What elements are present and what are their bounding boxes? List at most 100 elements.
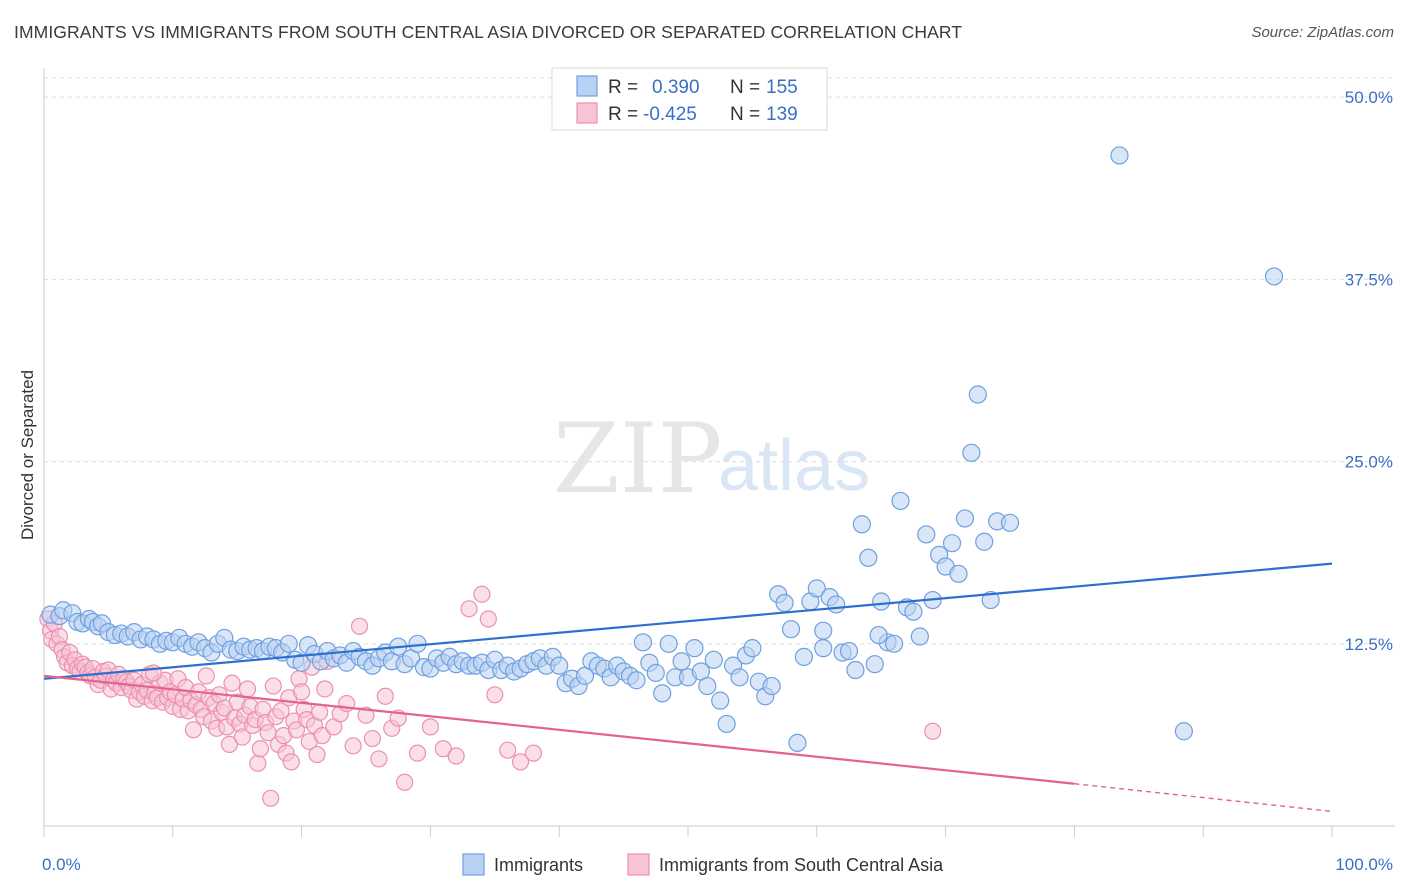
bottom-legend-swatch-pink xyxy=(627,853,650,876)
blue-point-101 xyxy=(685,639,704,658)
pink-point-133 xyxy=(144,664,163,682)
blue-point-137 xyxy=(917,525,936,544)
blue-point-129 xyxy=(865,655,884,674)
x-tick-label-1: 100.0% xyxy=(1335,855,1393,874)
pink-point-62 xyxy=(197,667,215,685)
pink-point-115 xyxy=(357,706,375,724)
pink-point-76 xyxy=(233,728,251,746)
legend-n-label-1: N = xyxy=(730,77,760,98)
pink-point-113 xyxy=(344,737,362,755)
bottom-legend-swatch-blue xyxy=(462,853,485,876)
blue-point-103 xyxy=(698,676,717,696)
pink-point-124 xyxy=(434,740,452,758)
blue-point-130 xyxy=(872,592,891,611)
trend-lines xyxy=(43,562,1333,813)
blue-point-116 xyxy=(781,620,801,639)
pink-point-91 xyxy=(272,702,290,720)
blue-point-123 xyxy=(827,595,846,614)
watermark-zip: ZIP xyxy=(553,403,722,515)
pink-point-87 xyxy=(262,789,280,807)
blue-point-104 xyxy=(704,650,723,669)
blue-point-133 xyxy=(891,491,910,511)
blue-point-152 xyxy=(1264,267,1284,286)
bottom-legend-label-south-central-asia: Immigrants from South Central Asia xyxy=(659,855,944,875)
legend-r-label-2: R = xyxy=(608,104,638,125)
pink-point-122 xyxy=(408,744,427,762)
pink-point-78 xyxy=(238,680,257,698)
legend-n-value-1: 155 xyxy=(766,77,798,98)
pink-point-88 xyxy=(264,677,282,695)
blue-point-150 xyxy=(1110,146,1129,165)
blue-point-108 xyxy=(730,668,749,687)
source-label: Source: ZipAtlas.com xyxy=(1251,24,1394,41)
blue-point-40 xyxy=(292,653,311,672)
y-tick-labels: 12.5% 25.0% 37.5% 50.0% xyxy=(1345,88,1393,654)
pink-point-71 xyxy=(220,735,239,753)
blue-point-113 xyxy=(762,676,781,696)
pink-point-105 xyxy=(308,745,326,764)
blue-point-144 xyxy=(962,443,981,462)
pink-point-123 xyxy=(421,718,439,736)
blue-point-99 xyxy=(672,652,691,671)
blue-point-93 xyxy=(633,633,653,652)
trend-line-immigrants xyxy=(43,562,1333,680)
blue-point-117 xyxy=(788,733,807,753)
legend-n-label-2: N = xyxy=(730,104,760,125)
legend-r-label-1: R = xyxy=(608,77,638,98)
pink-point-106 xyxy=(311,703,329,721)
pink-point-118 xyxy=(376,687,394,705)
pink-point-129 xyxy=(486,686,504,704)
blue-point-153 xyxy=(814,621,833,640)
blue-point-146 xyxy=(975,532,994,551)
blue-point-105 xyxy=(711,691,730,710)
bottom-legend-label-immigrants: Immigrants xyxy=(494,855,583,875)
blue-point-118 xyxy=(794,647,814,667)
legend-r-value-1: 0.390 xyxy=(652,77,700,98)
series-pink-points xyxy=(39,585,942,807)
pink-point-72 xyxy=(223,674,241,692)
pink-point-95 xyxy=(282,753,300,771)
blue-point-97 xyxy=(659,634,678,653)
blue-point-115 xyxy=(775,593,794,613)
blue-point-142 xyxy=(949,564,968,583)
chart-title: IMMIGRANTS VS IMMIGRANTS FROM SOUTH CENT… xyxy=(14,22,963,42)
grid-lines xyxy=(44,77,1395,645)
trend-line-south-central-asia-extension xyxy=(1074,783,1333,813)
blue-point-127 xyxy=(852,515,871,534)
top-legend-box xyxy=(551,67,828,131)
pink-point-134 xyxy=(924,722,942,740)
pink-point-126 xyxy=(460,600,478,618)
x-tick-label-0: 0.0% xyxy=(42,855,81,874)
blue-point-38 xyxy=(279,634,298,653)
top-legend: R = 0.390 N = 155 R = -0.425 N = 139 xyxy=(551,67,828,131)
pink-point-116 xyxy=(363,729,382,748)
blue-point-121 xyxy=(814,639,833,658)
blue-point-95 xyxy=(646,663,665,683)
legend-swatch-blue xyxy=(576,75,598,97)
blue-point-154 xyxy=(869,625,888,645)
blue-point-128 xyxy=(859,548,878,567)
blue-point-120 xyxy=(807,579,826,598)
trend-line-south-central-asia xyxy=(43,674,1075,785)
pink-point-121 xyxy=(396,773,414,791)
blue-point-110 xyxy=(743,639,762,658)
pink-point-117 xyxy=(370,750,388,768)
pink-point-125 xyxy=(447,747,465,765)
blue-point-80 xyxy=(550,656,569,675)
blue-point-126 xyxy=(846,660,865,680)
pink-point-97 xyxy=(287,721,306,739)
series-blue-points xyxy=(41,146,1284,753)
pink-point-99 xyxy=(293,683,311,701)
legend-r-value-2: -0.425 xyxy=(643,104,697,125)
pink-point-130 xyxy=(499,741,517,759)
blue-point-125 xyxy=(839,641,859,661)
bottom-legend: Immigrants Immigrants from South Central… xyxy=(462,853,944,876)
pink-point-57 xyxy=(184,721,203,739)
pink-point-114 xyxy=(350,617,369,635)
y-axis-title: Divorced or Separated xyxy=(18,370,37,540)
pink-point-83 xyxy=(251,740,269,758)
pink-point-131 xyxy=(511,753,530,771)
pink-point-132 xyxy=(524,744,543,762)
y-tick-label-1: 25.0% xyxy=(1345,453,1393,472)
